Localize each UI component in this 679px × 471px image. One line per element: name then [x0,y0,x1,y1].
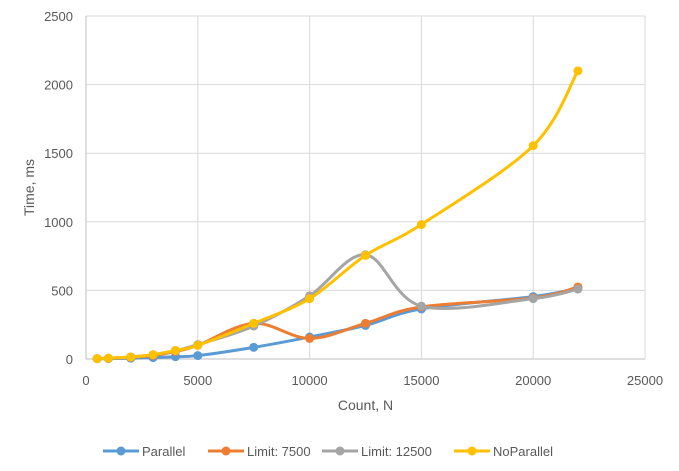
x-tick-label: 0 [82,373,89,388]
x-tick-label: 25000 [627,373,663,388]
legend-label: NoParallel [493,444,553,459]
y-tick-label: 1500 [44,146,73,161]
legend: Parallel Limit: 7500 Limit: 12500 NoParalle… [103,444,553,459]
data-point-noparallel [148,350,158,360]
x-tick-label: 15000 [403,373,439,388]
data-point-noparallel [103,353,113,363]
series-limit-12500 [92,250,583,364]
data-point-limit-7500 [305,333,315,343]
series-noparallel [92,66,583,364]
legend-swatch-marker [467,446,477,456]
y-tick-label: 0 [66,352,73,367]
legend-swatch-marker [221,446,231,456]
series-line-limit-7500 [95,285,580,361]
y-tick-label: 2000 [44,78,73,93]
data-point-parallel [193,351,203,361]
data-point-noparallel [193,340,203,350]
x-tick-label: 20000 [515,373,551,388]
y-axis-title: Time, ms [21,159,37,216]
data-point-noparallel [573,66,583,76]
legend-item-limit-7500: Limit: 7500 [208,444,311,459]
series-line-limit-12500 [95,253,580,361]
gridlines [86,15,646,359]
data-point-noparallel [416,220,426,230]
axes [85,16,645,360]
legend-label: Limit: 7500 [247,444,311,459]
y-tick-label: 1000 [44,215,73,230]
legend-item-parallel: Parallel [103,444,185,459]
data-point-noparallel [249,318,259,328]
data-point-noparallel [528,141,538,151]
data-point-noparallel [305,294,315,304]
legend-label: Limit: 12500 [361,444,432,459]
series-lines [92,66,583,364]
legend-label: Parallel [142,444,185,459]
data-point-limit-7500 [361,318,370,328]
data-point-noparallel [170,345,180,355]
series-line-noparallel [95,69,580,361]
legend-swatch-marker [116,446,126,456]
x-axis-title: Count, N [338,397,393,413]
data-point-noparallel [361,250,370,260]
data-point-noparallel [92,354,102,364]
legend-item-noparallel: NoParallel [454,444,553,459]
data-point-limit-12500 [573,284,583,294]
data-point-parallel [249,342,259,352]
data-point-noparallel [126,352,136,362]
data-point-limit-12500 [528,294,538,304]
data-point-limit-12500 [416,301,426,311]
y-tick-label: 500 [51,283,73,298]
legend-swatch-marker [335,446,345,456]
y-tick-label: 2500 [44,9,73,24]
x-tick-label: 5000 [183,373,212,388]
x-tick-label: 10000 [292,373,328,388]
legend-item-limit-12500: Limit: 12500 [322,444,432,459]
